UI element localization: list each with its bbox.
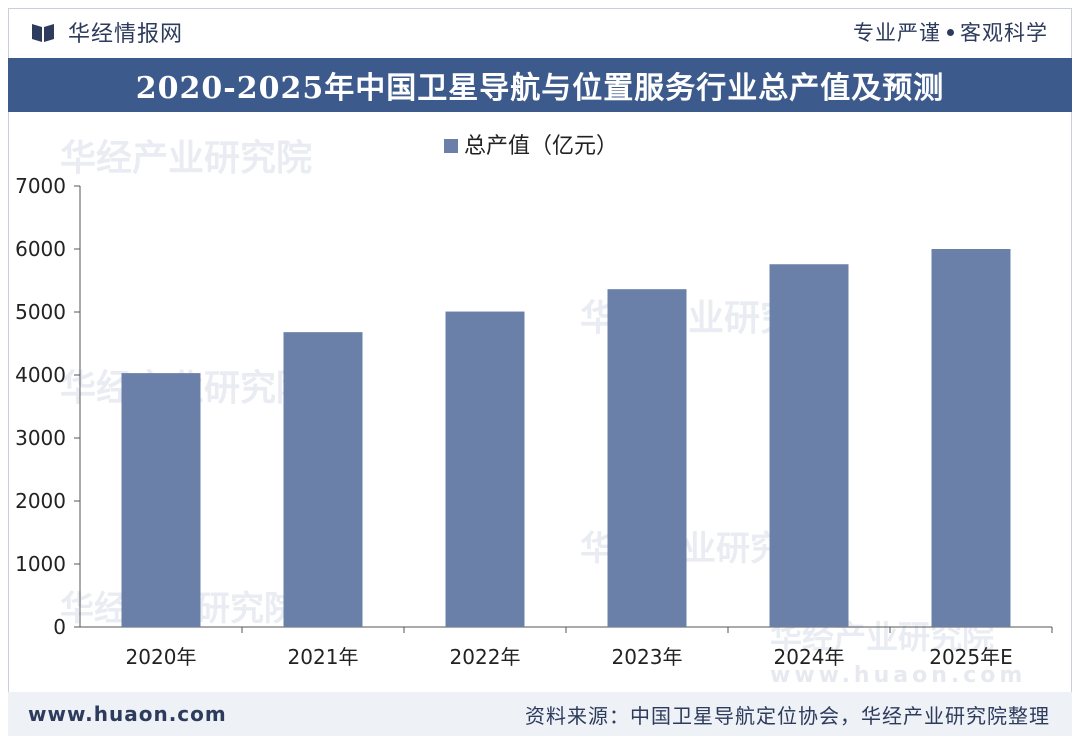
bar-chart: 华经产业研究院华经产业研究院华经产业研究院华经产业研究院华经产业研究院华经产业研… <box>15 134 1053 688</box>
footer-source: 资料来源：中国卫星导航定位协会，华经产业研究院整理 <box>525 703 1050 728</box>
y-tick-label: 6000 <box>15 237 66 261</box>
slogan-right: 客观科学 <box>960 21 1048 45</box>
footer-bar: www.huaon.com 资料来源：中国卫星导航定位协会，华经产业研究院整理 <box>8 692 1072 736</box>
y-tick-label: 7000 <box>15 174 66 198</box>
x-tick-label: 2020年 <box>126 645 197 669</box>
bar <box>607 289 687 627</box>
legend-swatch <box>444 139 458 153</box>
book-logo-icon <box>32 24 54 42</box>
legend-label: 总产值（亿元） <box>464 134 618 159</box>
bar <box>121 373 201 627</box>
chart-title: 2020-2025年中国卫星导航与位置服务行业总产值及预测 <box>8 58 1072 112</box>
footer-url: www.huaon.com <box>28 702 227 726</box>
brand: 华经情报网 <box>30 16 183 48</box>
x-tick-label: 2023年 <box>612 645 683 669</box>
header-bar: 华经情报网 专业严谨 客观科学 <box>8 8 1072 56</box>
y-tick-label: 2000 <box>15 489 66 513</box>
slogan-left: 专业严谨 <box>853 21 941 45</box>
y-tick-label: 5000 <box>15 300 66 324</box>
x-tick-label: 2021年 <box>288 645 359 669</box>
y-tick-label: 0 <box>53 615 66 639</box>
x-tick-label: 2024年 <box>774 645 845 669</box>
x-tick-label: 2022年 <box>450 645 521 669</box>
brand-name: 华经情报网 <box>68 22 184 47</box>
y-tick-label: 4000 <box>15 363 66 387</box>
watermark-url: www.huaon.com <box>770 663 1026 688</box>
y-tick-label: 3000 <box>15 426 66 450</box>
bar <box>769 264 849 627</box>
y-tick-label: 1000 <box>15 552 66 576</box>
bar <box>445 311 525 627</box>
slogan: 专业严谨 客观科学 <box>853 17 1048 47</box>
watermark-text: 华经产业研究院 <box>60 138 312 179</box>
x-tick-label: 2025年E <box>929 645 1013 669</box>
bar <box>931 249 1011 627</box>
bar <box>283 332 363 627</box>
slogan-dot-icon <box>947 28 954 36</box>
